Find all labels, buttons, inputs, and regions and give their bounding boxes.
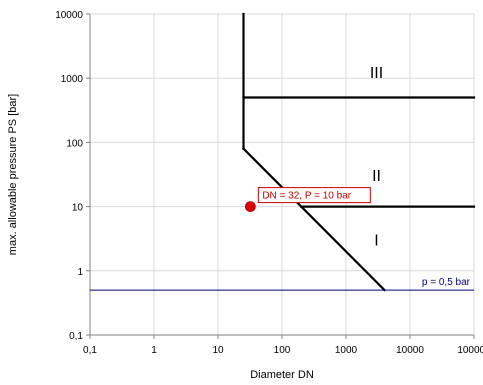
x-tick-label: 100 [274, 345, 291, 356]
reference-line-label: p = 0,5 bar [422, 277, 471, 288]
x-axis-title: Diameter DN [250, 369, 314, 381]
category-boundaries [241, 12, 476, 292]
y-tick-label: 1 [77, 267, 83, 278]
point-label-box [257, 187, 371, 204]
y-tick-label: 10 [72, 203, 84, 214]
y-axis-ticks: 0,1 1 10 100 1000 10000 [55, 10, 90, 342]
y-tick-label: 0,1 [69, 331, 83, 342]
grid [90, 14, 474, 335]
y-tick-label: 100 [66, 138, 83, 149]
x-tick-label: 10000 [396, 345, 424, 356]
x-tick-label: 1000 [335, 345, 358, 356]
region-label-II: II [372, 168, 381, 185]
y-tick-label: 10000 [55, 10, 83, 21]
x-tick-label: 10 [212, 345, 224, 356]
region-label-III: III [370, 65, 383, 82]
point-label-text: DN = 32, P = 10 bar [262, 191, 351, 202]
y-axis-title: max. allowable pressure PS [bar] [7, 94, 19, 255]
y-tick-label: 1000 [61, 74, 84, 85]
point-annotation: DN = 32, P = 10 bar [244, 187, 371, 213]
boundary-line-diagonal-ps-dn [241, 147, 387, 292]
highlight-point [244, 201, 256, 213]
x-tick-label: 0,1 [83, 345, 97, 356]
x-tick-label: 1 [151, 345, 157, 356]
region-label-I: I [374, 232, 378, 249]
reference-line-group: p = 0,5 bar [90, 277, 474, 291]
